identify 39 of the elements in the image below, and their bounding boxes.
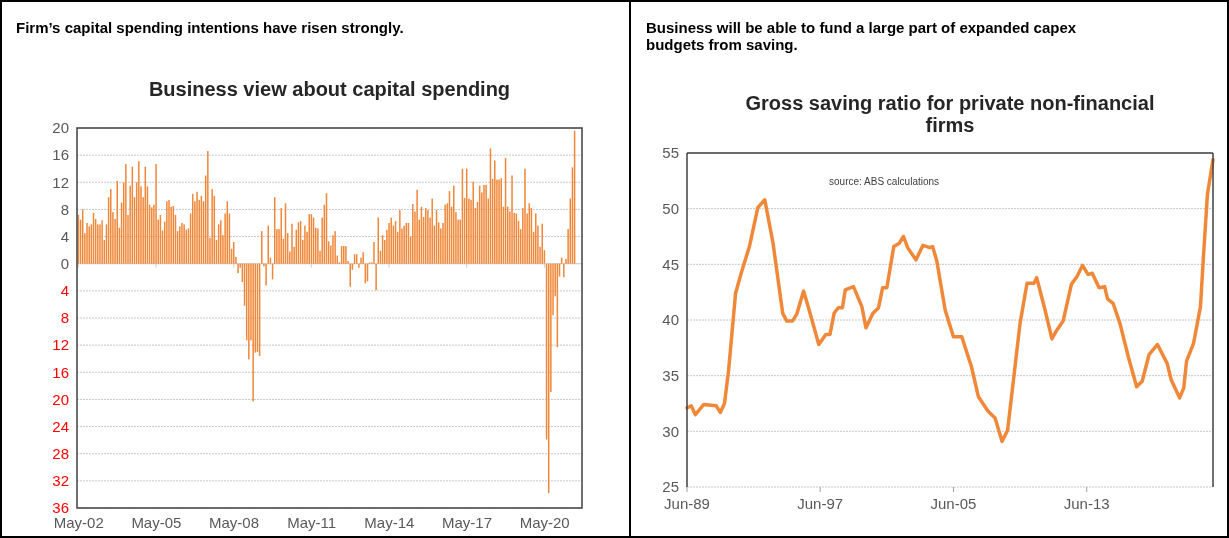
chart-title: Business will be able to fund a large part of expanded capex budgets from saving.	[646, 19, 1077, 53]
x-tick-label: May-20	[519, 514, 570, 531]
x-tick-label: Jun-05	[930, 495, 977, 512]
y-tick-label: 0	[60, 254, 69, 272]
x-tick-label: May-17	[442, 514, 493, 531]
x-tick-label: Jun-97	[797, 495, 844, 512]
y-tick-label: 28	[52, 444, 69, 462]
y-tick-label: 12	[52, 336, 69, 354]
y-tick-label: 20	[52, 390, 69, 408]
x-tick-label: Jun-13	[1063, 495, 1110, 512]
y-tick-label: 36	[52, 499, 69, 517]
y-tick-label: 55	[662, 144, 679, 162]
y-tick-label: 20	[52, 119, 69, 137]
y-tick-label: 50	[662, 199, 679, 217]
y-tick-label: 40	[662, 311, 679, 329]
y-tick-label: 12	[52, 173, 69, 191]
y-tick-label: 4	[60, 227, 69, 245]
annotation: source: ABS calculations	[829, 176, 940, 187]
chart-subtitle: Gross saving ratio for private non-financial firms	[745, 92, 1155, 136]
x-tick-label: May-11	[287, 514, 337, 531]
y-tick-label: 25	[662, 478, 679, 496]
y-tick-label: 45	[662, 255, 679, 273]
y-tick-label: 4	[60, 282, 69, 300]
y-tick-label: 8	[60, 309, 69, 327]
chart-subtitle: Business view about capital spending	[148, 78, 511, 100]
x-tick-label: May-14	[364, 514, 415, 531]
y-tick-label: 32	[52, 472, 69, 490]
y-tick-label: 16	[52, 146, 69, 164]
y-tick-label: 35	[662, 366, 679, 384]
x-tick-label: May-05	[131, 514, 182, 531]
x-tick-label: May-02	[53, 514, 104, 531]
y-tick-label: 24	[52, 417, 69, 435]
y-tick-label: 30	[662, 422, 679, 440]
x-tick-label: Jun-89	[664, 495, 710, 512]
x-tick-label: May-08	[209, 514, 260, 531]
chart-title: Firm’s capital spending intentions have risen strongly.	[16, 19, 404, 36]
y-tick-label: 16	[52, 363, 69, 381]
line-series	[685, 157, 1215, 444]
y-tick-label: 8	[60, 200, 69, 218]
